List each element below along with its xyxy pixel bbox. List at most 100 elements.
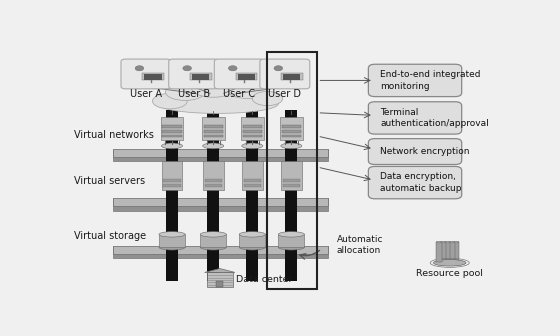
Bar <box>283 179 300 182</box>
Bar <box>113 254 328 258</box>
Bar <box>162 125 181 128</box>
Ellipse shape <box>278 232 305 237</box>
Ellipse shape <box>454 241 459 243</box>
Bar <box>204 179 222 182</box>
Ellipse shape <box>436 241 441 243</box>
Circle shape <box>228 66 237 71</box>
Bar <box>244 179 261 182</box>
Ellipse shape <box>166 84 204 100</box>
Text: User A: User A <box>130 89 162 99</box>
Bar <box>166 110 178 281</box>
Bar <box>441 242 446 261</box>
Bar <box>241 117 264 140</box>
Text: Automatic
allocation: Automatic allocation <box>337 235 384 255</box>
FancyBboxPatch shape <box>368 102 461 134</box>
Text: Virtual servers: Virtual servers <box>74 176 146 186</box>
Text: User D: User D <box>268 89 301 99</box>
Bar <box>204 135 223 137</box>
Bar <box>202 117 225 140</box>
Bar <box>436 242 441 261</box>
Bar <box>285 110 297 281</box>
Bar <box>204 130 223 133</box>
Ellipse shape <box>203 143 224 149</box>
Bar <box>244 184 261 187</box>
Bar <box>192 74 209 80</box>
Ellipse shape <box>239 245 265 250</box>
Bar <box>164 179 181 182</box>
Ellipse shape <box>252 91 283 106</box>
FancyBboxPatch shape <box>169 59 218 89</box>
Bar <box>449 242 455 261</box>
Bar <box>216 281 223 287</box>
Bar <box>204 184 222 187</box>
Ellipse shape <box>152 93 187 109</box>
Bar <box>242 161 263 191</box>
Bar <box>164 184 181 187</box>
Bar <box>246 110 258 281</box>
Bar <box>207 110 220 281</box>
Bar <box>281 73 303 80</box>
Bar <box>144 74 162 80</box>
Polygon shape <box>204 268 235 272</box>
Text: Terminal
authentication/approval: Terminal authentication/approval <box>380 108 489 128</box>
Bar <box>162 161 183 191</box>
Bar <box>239 235 265 247</box>
Text: Data encryption,
automatic backup: Data encryption, automatic backup <box>380 172 461 193</box>
Ellipse shape <box>278 245 305 250</box>
Bar <box>161 117 183 140</box>
Bar <box>207 272 233 287</box>
Ellipse shape <box>157 94 278 114</box>
Bar <box>113 198 328 206</box>
Circle shape <box>183 66 192 71</box>
Circle shape <box>274 66 283 71</box>
Ellipse shape <box>200 245 226 250</box>
Bar <box>162 130 181 133</box>
Ellipse shape <box>445 241 450 243</box>
Bar <box>236 73 258 80</box>
Bar <box>268 52 318 289</box>
Text: End-to-end integrated
monitoring: End-to-end integrated monitoring <box>380 70 480 91</box>
Text: Virtual storage: Virtual storage <box>74 230 147 241</box>
Text: User C: User C <box>223 89 255 99</box>
Bar <box>242 125 262 128</box>
Ellipse shape <box>159 245 185 250</box>
Bar <box>283 184 300 187</box>
Bar <box>282 125 301 128</box>
FancyBboxPatch shape <box>368 139 461 165</box>
Bar <box>113 157 328 161</box>
Text: Data center: Data center <box>236 275 293 284</box>
Ellipse shape <box>200 232 226 237</box>
Bar <box>113 206 328 211</box>
FancyBboxPatch shape <box>368 64 461 96</box>
FancyBboxPatch shape <box>214 59 264 89</box>
Text: User B: User B <box>178 89 210 99</box>
Ellipse shape <box>159 232 185 237</box>
Bar <box>280 117 302 140</box>
Ellipse shape <box>281 143 302 149</box>
FancyBboxPatch shape <box>368 166 461 199</box>
Text: Resource pool: Resource pool <box>416 268 483 278</box>
FancyBboxPatch shape <box>121 59 171 89</box>
Ellipse shape <box>441 241 446 243</box>
Bar <box>242 135 262 137</box>
Ellipse shape <box>192 79 235 97</box>
Text: Network encryption: Network encryption <box>380 147 470 156</box>
Bar <box>281 161 302 191</box>
Bar <box>159 235 185 247</box>
Circle shape <box>135 66 144 71</box>
Ellipse shape <box>242 143 263 149</box>
Bar <box>113 246 328 254</box>
Bar <box>142 73 164 80</box>
Bar <box>204 125 223 128</box>
Ellipse shape <box>449 241 455 243</box>
Bar <box>203 161 223 191</box>
Bar <box>454 242 459 261</box>
Bar <box>237 74 255 80</box>
Ellipse shape <box>228 83 268 98</box>
Bar <box>242 130 262 133</box>
Ellipse shape <box>161 143 183 149</box>
Ellipse shape <box>239 232 265 237</box>
Bar <box>200 235 226 247</box>
Bar <box>162 135 181 137</box>
Bar <box>113 149 328 157</box>
